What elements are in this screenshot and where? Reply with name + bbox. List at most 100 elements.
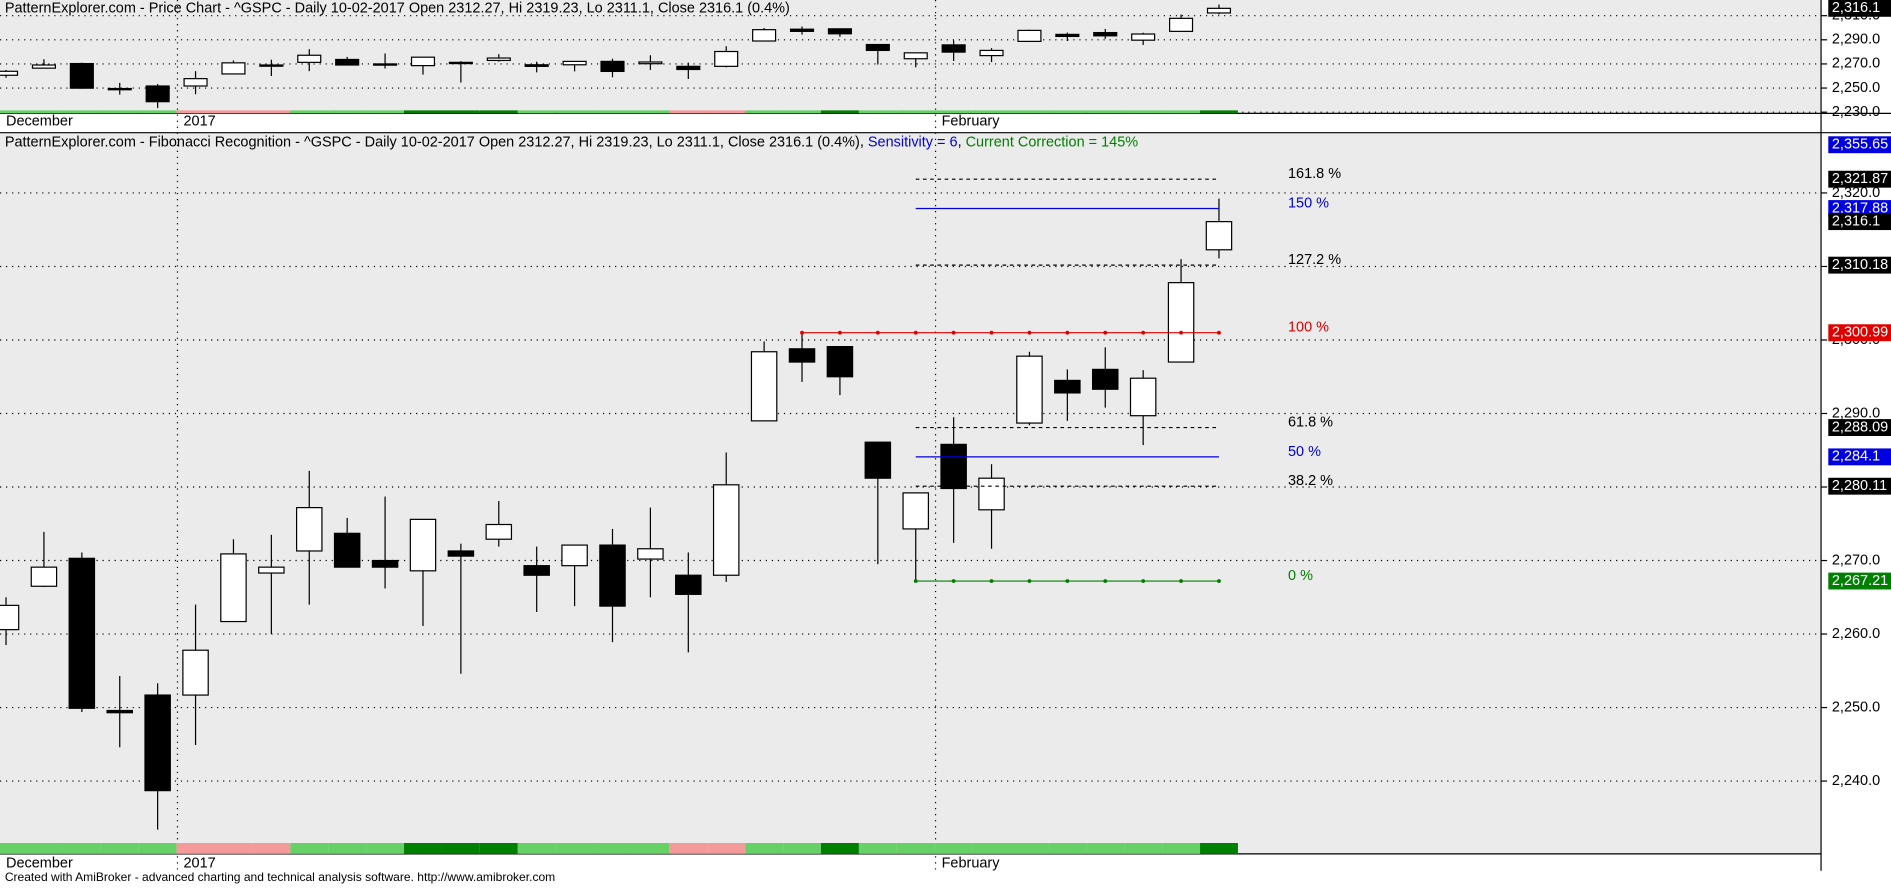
candle-body [409, 518, 437, 572]
last-price-tag [1828, 0, 1891, 17]
candle-body [295, 506, 323, 552]
y-tick-label: 2,270.0 [1832, 552, 1880, 568]
fib-tag [1828, 200, 1891, 217]
candle-body [485, 523, 513, 540]
candle-body [183, 78, 208, 87]
candle-body [750, 351, 778, 422]
title-correction: Current Correction = 145% [966, 134, 1139, 150]
candle-body [1169, 17, 1194, 32]
candle-body [221, 62, 246, 75]
fib-tag-label: 2,321.87 [1832, 171, 1888, 187]
fib-dot [1027, 579, 1032, 583]
status-bar [138, 110, 177, 114]
candle-body [978, 477, 1005, 511]
status-bar [783, 843, 821, 854]
status-bar [820, 110, 859, 114]
status-bar [1200, 843, 1238, 854]
status-bar [745, 843, 784, 854]
status-bar [1048, 843, 1087, 854]
status-bar [745, 110, 784, 114]
status-bar [62, 110, 101, 114]
status-bar [593, 110, 632, 114]
status-bar [707, 843, 746, 854]
x-tick-label: December [6, 114, 73, 130]
status-bar [896, 110, 935, 114]
candle-body [0, 70, 19, 76]
status-bar [820, 843, 859, 854]
candle-body [712, 484, 740, 576]
status-bar [1124, 843, 1163, 854]
candle-body [714, 50, 739, 67]
status-bar [517, 110, 556, 114]
status-bar [972, 110, 1011, 114]
candle-body [144, 694, 171, 792]
status-bar [858, 843, 897, 854]
status-bar [631, 110, 670, 114]
status-bar [479, 843, 518, 854]
status-bar [896, 843, 935, 854]
fib-dot [800, 330, 804, 335]
candle-body [1129, 377, 1157, 417]
status-bar [1010, 843, 1049, 854]
status-bar [25, 110, 63, 114]
candle-body [637, 548, 664, 560]
status-bar [934, 110, 973, 114]
candle-body [788, 348, 816, 363]
candle-body [827, 28, 852, 35]
candle-body [447, 550, 475, 557]
fib-dot [951, 330, 956, 335]
status-bar [1048, 110, 1087, 114]
fib-tag-label: 2,310.18 [1832, 257, 1888, 273]
y-tick-label: 2,250.0 [1832, 699, 1880, 715]
fib-dot [989, 579, 994, 583]
y-tick-label: 2,230.0 [1832, 104, 1880, 120]
status-bar [783, 110, 821, 114]
status-bar [100, 843, 139, 854]
candle-body [1054, 379, 1081, 394]
fib-tag-label: 2,267.21 [1832, 573, 1888, 589]
fib-dot [837, 330, 842, 335]
candle-body [1167, 282, 1195, 363]
status-bar [669, 110, 708, 114]
status-bar [934, 843, 973, 854]
candle-body [1093, 31, 1118, 37]
candle-body [676, 65, 701, 71]
y-tick-label: 2,260.0 [1832, 626, 1880, 642]
candle-body [31, 64, 56, 69]
status-bar [366, 110, 405, 114]
candle-body [1091, 368, 1119, 390]
candle-body [941, 44, 966, 53]
candle-body [107, 87, 132, 91]
y-tick-label: 2,250.0 [1832, 80, 1880, 96]
price-title: PatternExplorer.com - Price Chart - ^GSP… [5, 0, 790, 16]
fib-dot [875, 330, 880, 335]
candle-body [182, 649, 209, 696]
x-tick-label: February [942, 855, 1001, 871]
status-bar [252, 110, 291, 114]
fib-label: 100 % [1288, 320, 1329, 336]
candle-body [865, 43, 890, 52]
status-bar [1086, 843, 1125, 854]
candle-body [448, 61, 473, 65]
fib-label: 38.2 % [1288, 473, 1333, 489]
fib-dot [913, 579, 918, 583]
last-price-label: 2,316.1 [1832, 0, 1880, 16]
candle-body [30, 566, 58, 587]
x-tick-label: December [6, 855, 73, 871]
status-bar [62, 843, 101, 854]
fib-tag-label: 2,288.09 [1832, 419, 1888, 435]
fib-dot [1141, 579, 1146, 583]
status-bar [0, 110, 26, 114]
status-bar [290, 843, 329, 854]
status-bar [328, 110, 367, 114]
fib-dot [1179, 330, 1183, 335]
status-bar [858, 110, 897, 114]
status-bar [328, 843, 367, 854]
status-bar [1162, 110, 1201, 114]
status-bar [366, 843, 405, 854]
fibonacci-title: PatternExplorer.com - Fibonacci Recognit… [5, 134, 1138, 150]
status-bar [0, 843, 26, 854]
status-bar [972, 843, 1011, 854]
fib-tag-label: 2,284.1 [1832, 449, 1880, 465]
candle-body [106, 709, 134, 714]
